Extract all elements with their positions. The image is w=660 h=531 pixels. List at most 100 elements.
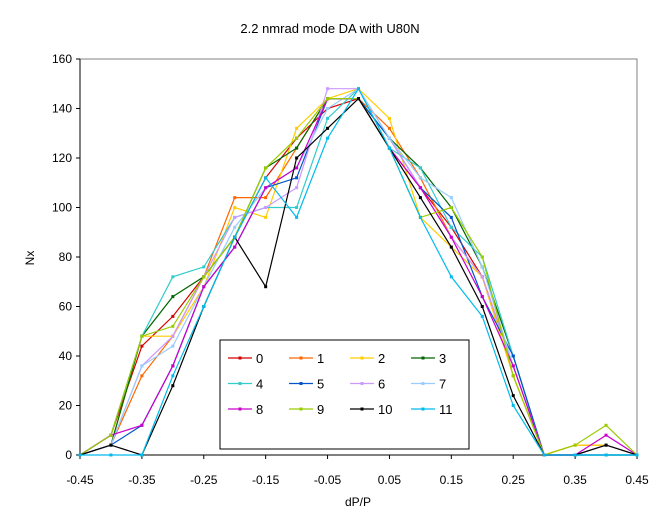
data-point [202,285,206,289]
data-point [511,354,515,358]
data-point [140,374,144,378]
data-point [326,136,330,140]
data-point [326,107,330,110]
legend-swatch-marker [360,382,364,385]
data-point [264,215,268,219]
chart-title: 2.2 nmrad mode DA with U80N [240,21,419,36]
data-point [233,206,237,209]
legend-swatch-marker [421,407,425,411]
data-point [264,285,268,289]
data-point [295,206,299,209]
data-point [233,235,237,239]
data-point [326,126,330,130]
data-point [171,314,175,318]
data-point [357,97,360,101]
legend-swatch-marker [360,407,364,411]
data-point [171,364,175,368]
data-point [109,433,113,437]
data-point [295,215,299,219]
data-point [511,364,515,368]
x-tick-label: -0.15 [252,473,280,487]
series-11 [78,87,639,457]
legend-swatch-marker [238,382,242,385]
data-point [140,453,144,457]
data-point [449,215,453,219]
legend-label: 1 [317,351,324,366]
data-point [635,453,639,457]
data-point [326,116,330,120]
data-point [480,275,484,279]
legend-label: 5 [317,377,324,392]
legend-swatch-marker [360,356,364,360]
data-point [295,126,299,130]
data-point [326,87,330,91]
legend-swatch-marker [421,382,425,385]
legend-item-9: 9 [289,402,324,417]
data-point [542,453,546,457]
data-point [264,186,268,190]
data-point [387,126,391,130]
legend-label: 0 [256,351,263,366]
legend: 0 1 2 3 4 5 6 7 8 9 10 11 [219,339,470,450]
y-tick-label: 80 [59,250,73,264]
x-tick-label: -0.45 [66,473,94,487]
data-point [480,255,484,259]
legend-label: 6 [378,377,385,392]
data-point [140,334,144,338]
data-point [326,97,330,101]
legend-label: 3 [439,351,446,366]
data-point [418,176,422,180]
data-point [202,275,206,279]
data-point [604,453,608,457]
data-point [295,166,299,170]
y-axis-title: Nx [23,251,37,266]
legend-item-5: 5 [289,377,324,392]
legend-item-0: 0 [228,351,263,366]
data-point [604,433,608,437]
data-point [480,265,484,269]
legend-label: 11 [439,402,453,417]
y-tick-label: 120 [52,151,72,165]
data-point [418,166,422,170]
legend-item-4: 4 [228,377,263,392]
data-point [295,136,299,140]
data-point [171,324,175,328]
data-point [140,423,144,427]
x-tick-label: 0.05 [378,473,402,487]
data-point [140,364,144,368]
legend-label: 4 [256,377,263,392]
x-axis-title: dP/P [345,495,371,509]
data-point [480,314,484,318]
data-point [449,235,453,239]
data-point [573,453,577,457]
data-point [418,196,422,200]
data-point [449,245,453,249]
data-point [511,404,515,407]
data-point [295,186,299,190]
legend-item-6: 6 [350,377,385,392]
data-point [233,225,237,229]
y-tick-label: 20 [59,399,73,413]
data-point [233,215,237,219]
data-point [604,423,608,427]
legend-item-10: 10 [350,402,392,417]
data-point [264,206,268,209]
data-point [202,265,206,269]
y-tick-label: 0 [65,448,72,462]
legend-swatch-marker [299,407,303,411]
x-tick-label: -0.05 [314,473,342,487]
legend-label: 2 [378,351,385,366]
data-point [387,116,391,120]
data-point [449,275,453,279]
legend-item-8: 8 [228,402,263,417]
data-point [511,374,515,378]
data-point [171,374,175,378]
legend-swatch-marker [421,356,425,360]
data-point [171,384,175,388]
data-point [109,453,113,457]
legend-item-3: 3 [411,351,446,366]
data-point [78,453,82,457]
data-point [387,136,391,140]
data-point [295,156,299,160]
